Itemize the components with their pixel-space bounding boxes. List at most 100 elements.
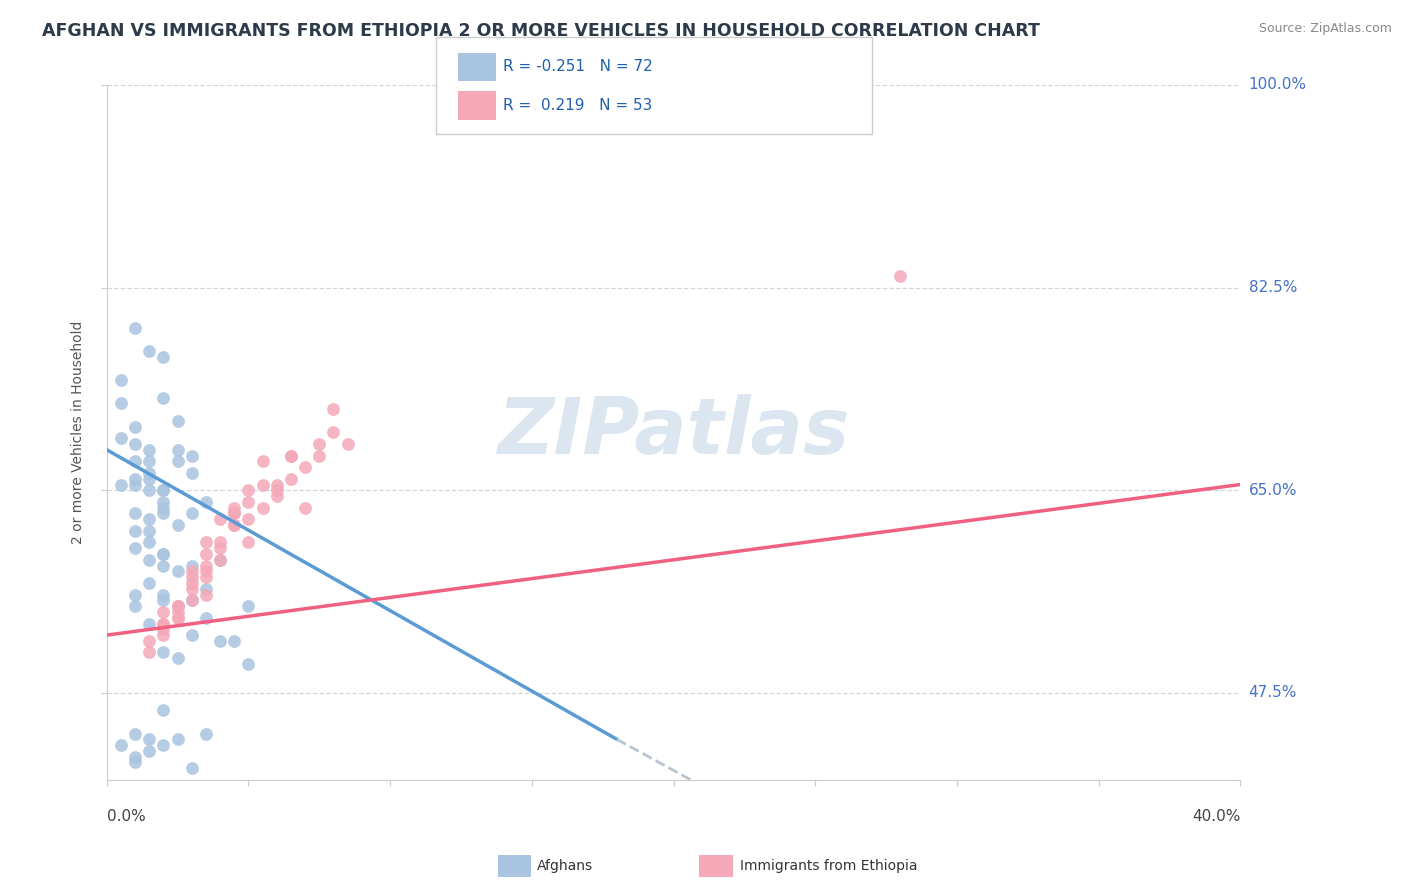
Point	[166, 599, 188, 614]
Point	[180, 466, 202, 480]
Point	[294, 460, 316, 475]
Point	[166, 605, 188, 619]
Point	[138, 744, 160, 758]
Point	[209, 512, 232, 526]
Point	[238, 483, 260, 498]
Point	[280, 449, 302, 463]
Point	[124, 588, 146, 602]
Point	[238, 495, 260, 509]
Point	[166, 442, 188, 457]
Point	[194, 726, 217, 740]
Point	[308, 437, 330, 451]
Text: R =  0.219   N = 53: R = 0.219 N = 53	[503, 98, 652, 112]
Point	[166, 599, 188, 614]
Point	[124, 454, 146, 468]
Point	[124, 541, 146, 556]
Point	[209, 553, 232, 567]
Y-axis label: 2 or more Vehicles in Household: 2 or more Vehicles in Household	[72, 321, 86, 544]
Point	[266, 477, 288, 491]
Point	[110, 373, 132, 387]
Point	[180, 570, 202, 584]
Point	[209, 553, 232, 567]
Point	[138, 472, 160, 486]
Point	[194, 588, 217, 602]
Point	[152, 483, 174, 498]
Point	[252, 454, 274, 468]
Point	[138, 454, 160, 468]
Point	[124, 419, 146, 434]
Point	[152, 605, 174, 619]
Point	[138, 576, 160, 591]
Point	[180, 582, 202, 596]
Point	[152, 616, 174, 631]
Point	[152, 593, 174, 607]
Text: Immigrants from Ethiopia: Immigrants from Ethiopia	[740, 859, 917, 873]
Point	[152, 507, 174, 521]
Text: Afghans: Afghans	[537, 859, 593, 873]
Point	[110, 396, 132, 410]
Point	[166, 611, 188, 625]
Point	[138, 344, 160, 359]
Point	[180, 565, 202, 579]
Text: 47.5%: 47.5%	[1249, 685, 1296, 700]
Point	[138, 442, 160, 457]
Text: 0.0%: 0.0%	[107, 809, 145, 824]
Point	[224, 518, 246, 533]
Point	[138, 535, 160, 549]
Point	[138, 466, 160, 480]
Point	[166, 518, 188, 533]
Point	[166, 611, 188, 625]
Point	[110, 477, 132, 491]
Point	[224, 507, 246, 521]
Text: 82.5%: 82.5%	[1249, 280, 1296, 295]
Point	[224, 518, 246, 533]
Point	[138, 483, 160, 498]
Point	[110, 738, 132, 752]
Point	[180, 558, 202, 573]
Point	[124, 507, 146, 521]
Point	[152, 391, 174, 405]
Point	[194, 570, 217, 584]
Point	[152, 483, 174, 498]
Point	[889, 268, 911, 283]
Point	[194, 547, 217, 561]
Point	[166, 599, 188, 614]
Point	[152, 622, 174, 636]
Point	[180, 761, 202, 775]
Point	[166, 454, 188, 468]
Point	[138, 633, 160, 648]
Text: ZIPatlas: ZIPatlas	[498, 394, 849, 470]
Point	[194, 535, 217, 549]
Point	[209, 541, 232, 556]
Point	[280, 449, 302, 463]
Point	[138, 524, 160, 538]
Point	[194, 565, 217, 579]
Point	[152, 547, 174, 561]
Point	[124, 756, 146, 770]
Point	[166, 565, 188, 579]
Point	[124, 726, 146, 740]
Point	[238, 512, 260, 526]
Point	[294, 500, 316, 515]
Point	[166, 414, 188, 428]
Point	[166, 651, 188, 665]
Point	[124, 477, 146, 491]
Point	[152, 616, 174, 631]
Point	[138, 645, 160, 659]
Point	[124, 749, 146, 764]
Point	[138, 616, 160, 631]
Point	[238, 535, 260, 549]
Text: Source: ZipAtlas.com: Source: ZipAtlas.com	[1258, 22, 1392, 36]
Point	[322, 425, 344, 440]
Point	[280, 472, 302, 486]
Point	[266, 489, 288, 503]
Point	[180, 593, 202, 607]
Point	[124, 437, 146, 451]
Point	[194, 558, 217, 573]
Point	[224, 633, 246, 648]
Point	[152, 558, 174, 573]
Point	[194, 611, 217, 625]
Point	[266, 483, 288, 498]
Point	[194, 495, 217, 509]
Text: 100.0%: 100.0%	[1249, 78, 1306, 93]
